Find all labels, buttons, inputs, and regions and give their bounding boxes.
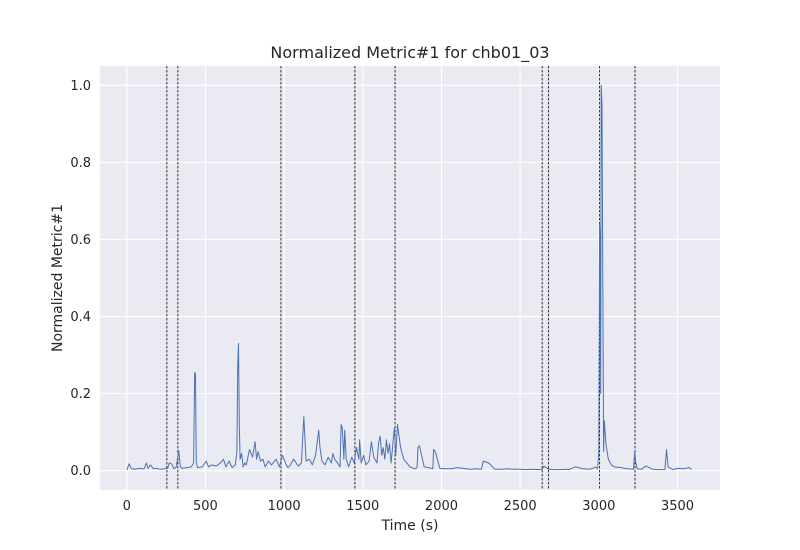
y-tick-label: 1.0 [70,79,91,94]
series-line [126,84,692,471]
plot-area [100,66,720,490]
x-axis-label: Time (s) [381,518,439,534]
x-tick-label: 2500 [504,499,537,514]
y-tick-label: 0.4 [70,310,91,325]
y-tick-labels: 0.0 0.2 0.4 0.6 0.8 1.0 [70,79,91,479]
y-tick-label: 0.6 [70,233,91,248]
x-tick-labels: 0 500 1000 1500 2000 2500 3000 3500 [123,499,694,514]
series-layer [126,84,692,471]
y-tick-label: 0.2 [70,387,91,402]
chart-title: Normalized Metric#1 for chb01_03 [270,43,549,63]
x-tick-label: 3500 [661,499,694,514]
y-tick-label: 0.0 [70,464,91,479]
x-tick-label: 500 [193,499,218,514]
y-tick-label: 0.8 [70,156,91,171]
x-tick-label: 2000 [425,499,458,514]
x-tick-label: 1000 [268,499,301,514]
grid [100,66,720,490]
y-axis-label: Normalized Metric#1 [50,204,66,352]
x-tick-label: 0 [123,499,131,514]
x-tick-label: 1500 [346,499,379,514]
x-tick-label: 3000 [582,499,615,514]
